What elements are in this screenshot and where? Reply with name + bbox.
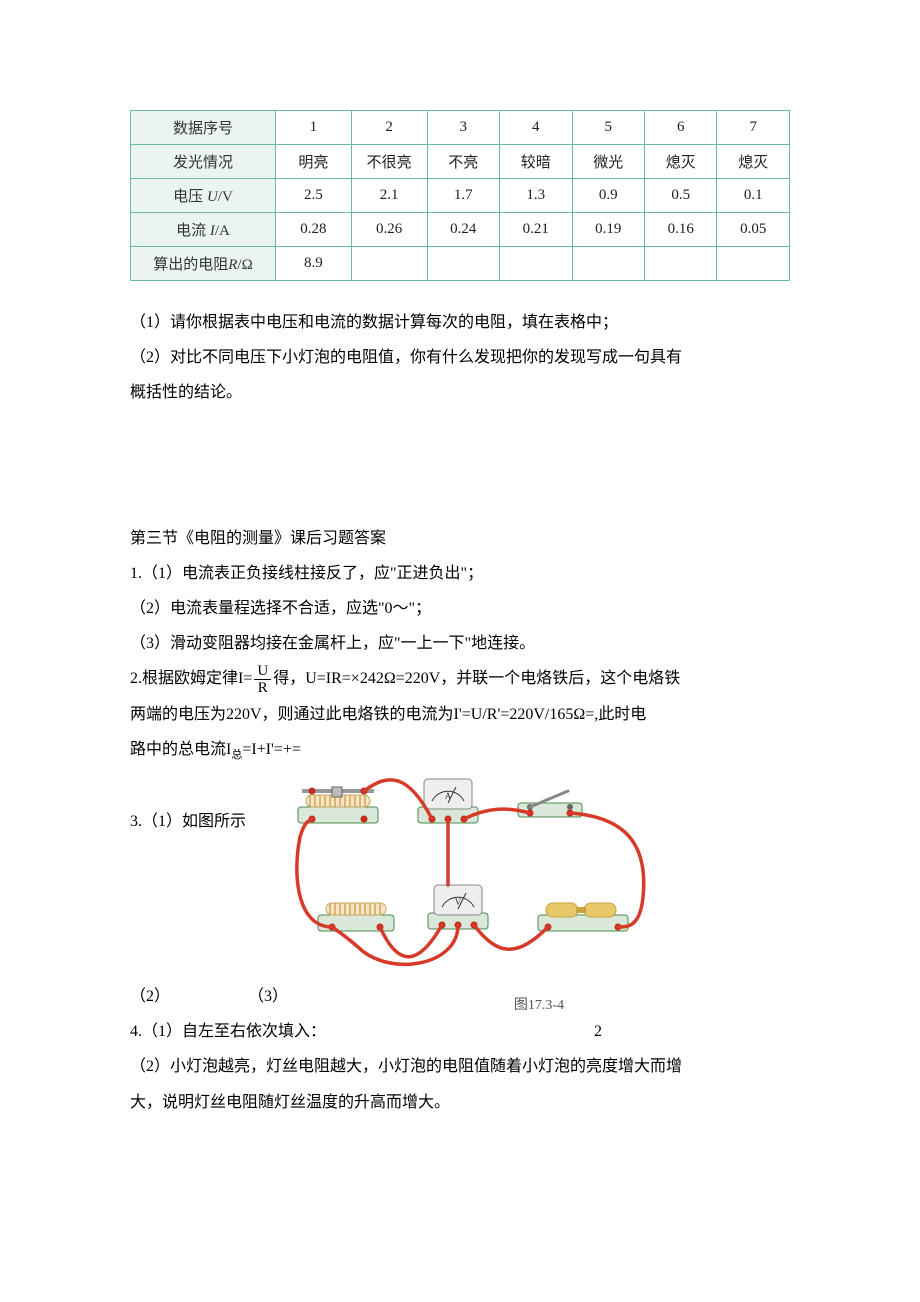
data-cell: 不很亮: [351, 145, 427, 179]
data-cell: 0.19: [572, 213, 644, 247]
data-cell: 2.1: [351, 179, 427, 213]
data-cell: 微光: [572, 145, 644, 179]
data-cell: [572, 247, 644, 281]
data-cell: [351, 247, 427, 281]
data-cell: 熄灭: [644, 145, 716, 179]
answer-2-post: 得，U=IR=×242Ω=220V，并联一个电烙铁后，这个电烙铁: [273, 670, 680, 687]
fraction-denominator: R: [254, 680, 271, 697]
answer-3-1: 3.（1）如图所示: [130, 804, 288, 839]
answer-2-line3-post: =I+I'=+=: [242, 741, 301, 758]
data-cell: 0.1: [717, 179, 790, 213]
answer-3-2-3: （2） （3）: [130, 979, 288, 1014]
data-cell: 3: [427, 111, 499, 145]
data-cell: 较暗: [500, 145, 572, 179]
row-header-cell: 数据序号: [131, 111, 276, 145]
table-row: 算出的电阻R/Ω8.9: [131, 247, 790, 281]
data-cell: 0.5: [644, 179, 716, 213]
data-cell: 7: [717, 111, 790, 145]
figure-caption: 图17.3-4: [288, 994, 790, 1014]
answer-2-line1: 2.根据欧姆定律I=UR得，U=IR=×242Ω=220V，并联一个电烙铁后，这…: [130, 661, 790, 696]
svg-text:A: A: [445, 791, 452, 801]
data-cell: 0.26: [351, 213, 427, 247]
data-cell: 1: [275, 111, 351, 145]
data-cell: 0.21: [500, 213, 572, 247]
data-cell: [644, 247, 716, 281]
question-2-line1: （2）对比不同电压下小灯泡的电阻值，你有什么发现把你的发现写成一句具有: [130, 340, 790, 375]
answer-2-line3-sub: 总: [231, 749, 242, 761]
answer-3-2: （2）: [130, 988, 170, 1005]
data-cell: [427, 247, 499, 281]
row-header-cell: 发光情况: [131, 145, 276, 179]
data-cell: 5: [572, 111, 644, 145]
answer-1-2: （2）电流表量程选择不合适，应选"0～"；: [130, 591, 790, 626]
answers-title: 第三节《电阻的测量》课后习题答案: [130, 521, 790, 556]
data-cell: 0.05: [717, 213, 790, 247]
fraction-numerator: U: [254, 663, 271, 681]
data-cell: 2: [351, 111, 427, 145]
answer-2-line2: 两端的电压为220V，则通过此电烙铁的电流为I'=U/R'=220V/165Ω=…: [130, 697, 790, 732]
data-cell: 8.9: [275, 247, 351, 281]
answer-4-2-line2: 大，说明灯丝电阻随灯丝温度的升高而增大。: [130, 1085, 790, 1120]
answer-2-pre: 2.根据欧姆定律I=: [130, 670, 252, 687]
answer-2-line3-pre: 路中的总电流I: [130, 741, 231, 758]
data-cell: 2.5: [275, 179, 351, 213]
answer-4-1-pre: 4.（1）自左至右依次填入：: [130, 1023, 326, 1040]
answer-4-2-line1: （2）小灯泡越亮，灯丝电阻越大，小灯泡的电阻值随着小灯泡的亮度增大而增: [130, 1049, 790, 1084]
data-cell: [500, 247, 572, 281]
answer-4-1: 4.（1）自左至右依次填入： 2: [130, 1014, 790, 1049]
data-cell: 6: [644, 111, 716, 145]
data-cell: 0.28: [275, 213, 351, 247]
data-cell: 0.9: [572, 179, 644, 213]
data-cell: 1.7: [427, 179, 499, 213]
table-row: 电流 I/A0.280.260.240.210.190.160.05: [131, 213, 790, 247]
answer-2-line3: 路中的总电流I总=I+I'=+=: [130, 732, 790, 767]
answer-4-1-val: 2: [594, 1023, 602, 1040]
answer-1-3: （3）滑动变阻器均接在金属杆上，应"一上一下"地连接。: [130, 626, 790, 661]
row-header-cell: 电流 I/A: [131, 213, 276, 247]
table-row: 电压 U/V2.52.11.71.30.90.50.1: [131, 179, 790, 213]
row-header-cell: 电压 U/V: [131, 179, 276, 213]
data-cell: 不亮: [427, 145, 499, 179]
circuit-diagram-row: 3.（1）如图所示 （2） （3） AV 图17.3-4: [130, 767, 790, 1014]
data-cell: 熄灭: [717, 145, 790, 179]
data-cell: 4: [500, 111, 572, 145]
fraction-u-over-r: UR: [254, 663, 271, 697]
answer-1-1: 1.（1）电流表正负接线柱接反了，应"正进负出"；: [130, 556, 790, 591]
data-cell: 0.24: [427, 213, 499, 247]
data-cell: 1.3: [500, 179, 572, 213]
table-row: 数据序号1234567: [131, 111, 790, 145]
table-row: 发光情况明亮不很亮不亮较暗微光熄灭熄灭: [131, 145, 790, 179]
svg-text:V: V: [455, 897, 462, 907]
data-cell: 明亮: [275, 145, 351, 179]
experiment-data-table: 数据序号1234567发光情况明亮不很亮不亮较暗微光熄灭熄灭电压 U/V2.52…: [130, 110, 790, 281]
data-cell: 0.16: [644, 213, 716, 247]
question-2-line2: 概括性的结论。: [130, 375, 790, 410]
question-1: （1）请你根据表中电压和电流的数据计算每次的电阻，填在表格中；: [130, 305, 790, 340]
answer-3-3: （3）: [248, 988, 288, 1005]
row-header-cell: 算出的电阻R/Ω: [131, 247, 276, 281]
data-cell: [717, 247, 790, 281]
circuit-diagram: AV: [288, 767, 668, 987]
